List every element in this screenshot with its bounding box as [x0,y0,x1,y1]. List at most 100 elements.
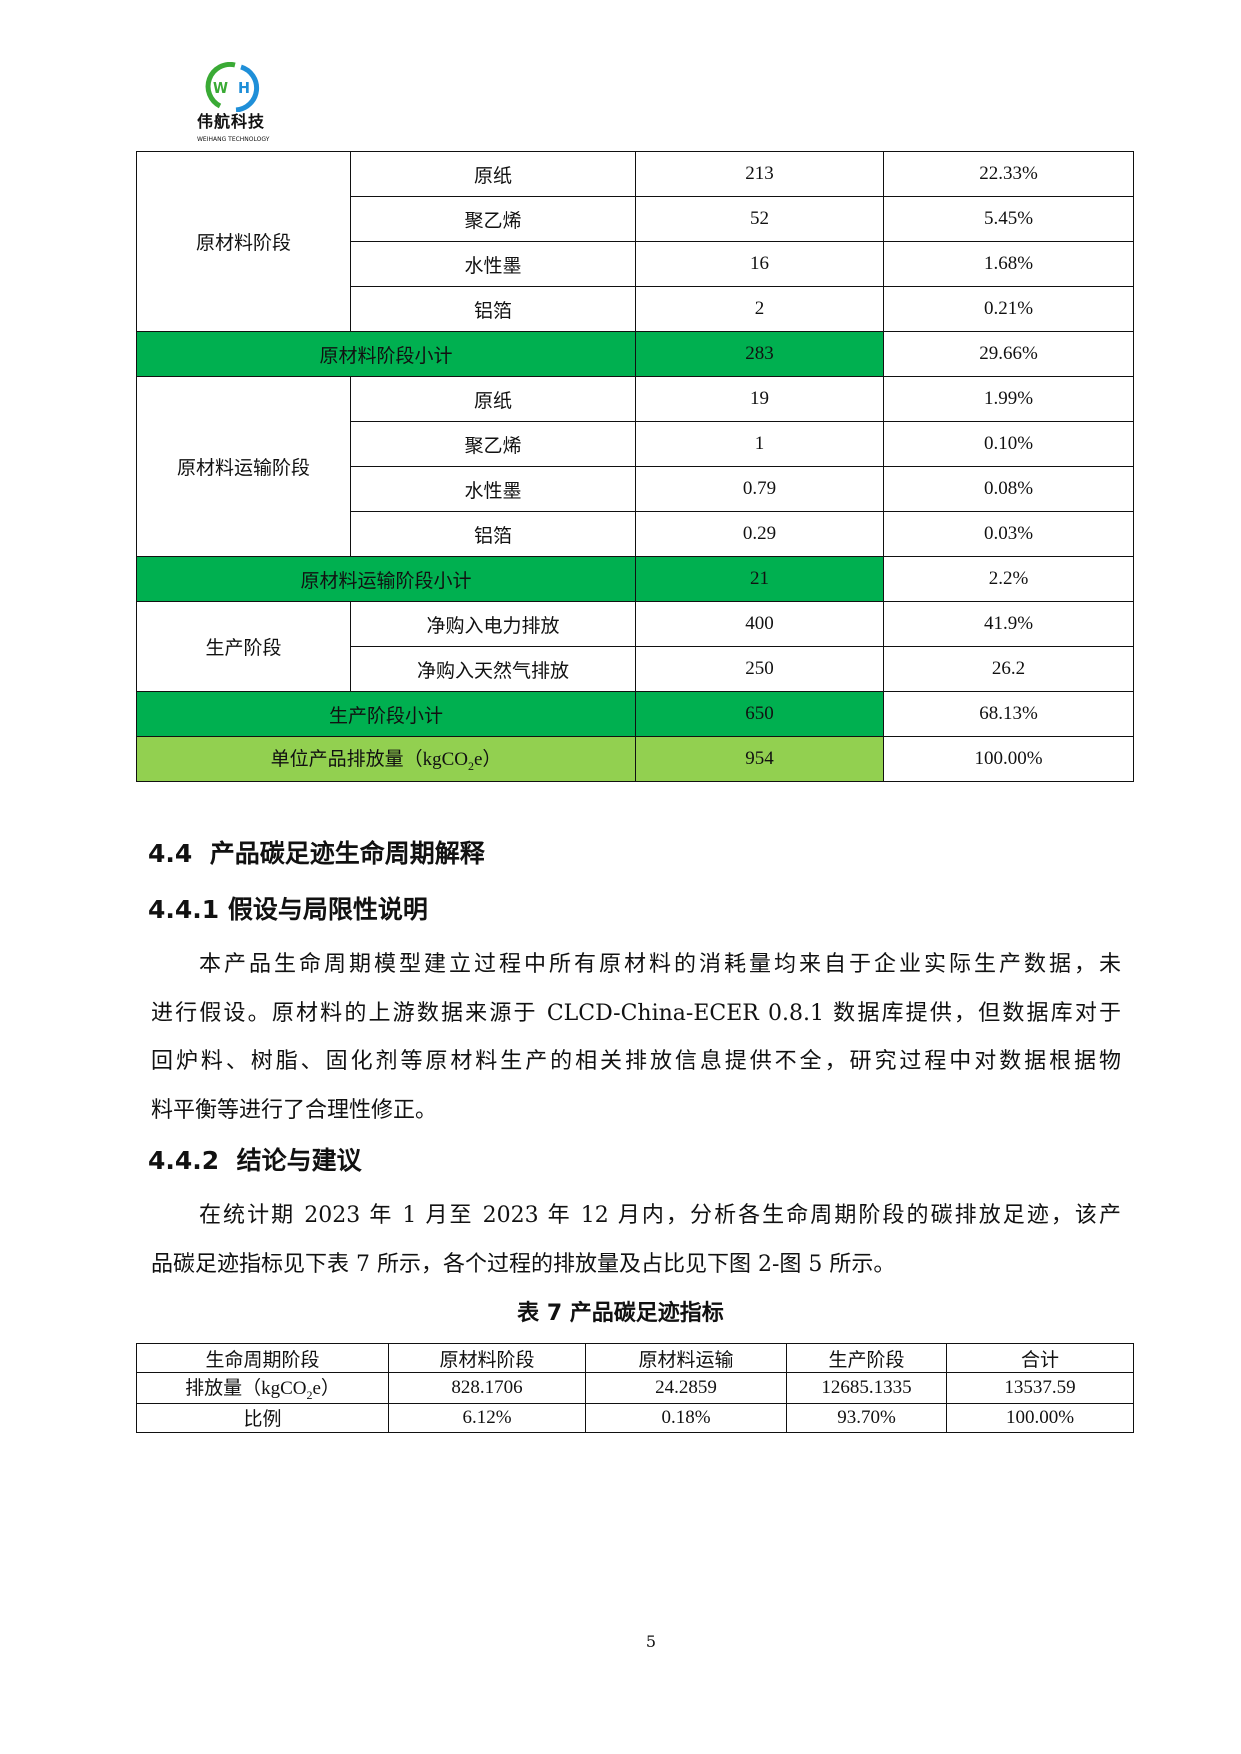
value-cell: 19 [635,376,884,422]
table-row: 铝箔 2 0.21% [137,286,1134,332]
subtotal-value: 21 [635,556,884,602]
stage-cell: 生产阶段 [136,601,351,692]
percent-cell: 5.45% [883,196,1134,242]
logo-emblem-icon: W H [205,61,260,113]
total-percent: 100.00% [883,736,1134,782]
total-label: 单位产品排放量（kgCO2e） [136,736,636,782]
svg-text:H: H [238,79,250,97]
item-cell: 铝箔 [350,286,636,332]
subtotal-value: 650 [635,691,884,737]
value-cell: 400 [635,601,884,647]
header-cell: 原材料运输 [585,1343,787,1373]
table-cell: 24.2859 [585,1372,787,1404]
table-header-row: 生命周期阶段 原材料阶段 原材料运输 生产阶段 合计 [136,1343,1134,1373]
item-cell: 水性墨 [350,466,636,512]
table-cell: 12685.1335 [786,1372,947,1404]
percent-cell: 1.99% [883,376,1134,422]
subtotal-label: 生产阶段小计 [136,691,636,737]
subscript: 2 [467,758,474,773]
company-logo: W H 伟航科技 WEIHANG TECHNOLOGY [197,61,280,148]
table-cell: 93.70% [786,1402,947,1433]
item-cell: 水性墨 [350,241,636,287]
value-cell: 52 [635,196,884,242]
table-cell: 100.00% [946,1402,1134,1433]
table-row: 聚乙烯 1 0.10% [137,421,1134,467]
subtotal-label: 原材料阶段小计 [136,331,636,377]
paragraph-line: 本产品生命周期模型建立过程中所有原材料的消耗量均来自于企业实际生产数据，未 [199,952,1121,977]
label-text: 单位产品排放量（kgCO [270,749,468,771]
logo-text: 伟航科技 [197,112,266,131]
value-cell: 16 [635,241,884,287]
table-cell: 828.1706 [388,1372,586,1404]
subtotal-value: 283 [635,331,884,377]
paragraph-line: 品碳足迹指标见下表 7 所示，各个过程的排放量及占比见下图 2-图 5 所示。 [151,1251,896,1277]
subtotal-percent: 2.2% [883,556,1134,602]
value-cell: 1 [635,421,884,467]
header-cell: 生产阶段 [786,1343,947,1373]
table-row: 排放量（kgCO2e） 828.1706 24.2859 12685.1335 … [136,1372,1134,1404]
table-row: 聚乙烯 52 5.45% [137,196,1134,242]
subscript: 2 [306,1387,313,1402]
value-cell: 250 [635,646,884,692]
percent-cell: 0.03% [883,511,1134,557]
table-cell: 6.12% [388,1402,586,1433]
paragraph-line: 回炉料、树脂、固化剂等原材料生产的相关排放信息提供不全，研究过程中对数据根据物 [151,1049,1121,1074]
table-row: 生产阶段 净购入电力排放 400 41.9% [136,601,1134,692]
percent-cell: 0.21% [883,286,1134,332]
paragraph-line: 料平衡等进行了合理性修正。 [151,1097,438,1123]
item-cell: 原纸 [350,376,636,422]
item-cell: 原纸 [350,151,636,197]
section-heading-4-4-2: 4.4.2 结论与建议 [148,1146,362,1175]
table-cell: 13537.59 [946,1372,1134,1404]
row-label: 排放量（kgCO2e） [136,1372,389,1404]
item-cell: 净购入天然气排放 [350,646,636,692]
section-heading-4-4: 4.4 产品碳足迹生命周期解释 [148,839,485,868]
value-cell: 2 [635,286,884,332]
subtotal-percent: 68.13% [883,691,1134,737]
total-row: 单位产品排放量（kgCO2e） 954 100.00% [136,736,1134,782]
subtotal-row: 原材料运输阶段小计 21 2.2% [136,556,1134,602]
value-cell: 213 [635,151,884,197]
percent-cell: 0.08% [883,466,1134,512]
label-text: e） [473,749,502,771]
percent-cell: 1.68% [883,241,1134,287]
table-row: 净购入天然气排放 250 26.2 [137,646,1134,692]
paragraph-line: 在统计期 2023 年 1 月至 2023 年 12 月内，分析各生命周期阶段的… [199,1203,1121,1228]
logo-subtext: WEIHANG TECHNOLOGY [197,136,270,143]
svg-text:W: W [213,79,228,97]
subtotal-percent: 29.66% [883,331,1134,377]
subtotal-row: 原材料阶段小计 283 29.66% [136,331,1134,377]
header-cell: 原材料阶段 [388,1343,586,1373]
percent-cell: 41.9% [883,601,1134,647]
table-row: 铝箔 0.29 0.03% [137,511,1134,557]
subtotal-label: 原材料运输阶段小计 [136,556,636,602]
table-row: 原材料运输阶段 原纸 19 1.99% [136,376,1134,557]
page-number: 5 [645,1632,657,1651]
subtotal-row: 生产阶段小计 650 68.13% [136,691,1134,737]
value-cell: 0.29 [635,511,884,557]
stage-cell: 原材料运输阶段 [136,376,351,557]
header-cell: 生命周期阶段 [136,1343,389,1373]
item-cell: 铝箔 [350,511,636,557]
value-cell: 0.79 [635,466,884,512]
table-row: 比例 6.12% 0.18% 93.70% 100.00% [136,1402,1134,1433]
emission-breakdown-table: 原材料阶段 原纸 213 22.33% 聚乙烯 52 5.45% 水性墨 16 1.68% 铝箔 2 0… [136,151,1134,782]
label-text: 排放量（kgCO [185,1378,307,1399]
row-label: 比例 [136,1402,389,1433]
table-row: 原材料阶段 原纸 213 22.33% [136,151,1134,332]
label-text: e） [312,1378,340,1399]
item-cell: 净购入电力排放 [350,601,636,647]
table-row: 水性墨 16 1.68% [137,241,1134,287]
stage-cell: 原材料阶段 [136,151,351,332]
table-cell: 0.18% [585,1402,787,1433]
total-value: 954 [635,736,884,782]
item-cell: 聚乙烯 [350,196,636,242]
carbon-footprint-index-table: 生命周期阶段 原材料阶段 原材料运输 生产阶段 合计 排放量（kgCO2e） 8… [136,1343,1134,1433]
item-cell: 聚乙烯 [350,421,636,467]
paragraph-line: 进行假设。原材料的上游数据来源于 CLCD-China-ECER 0.8.1 数… [151,1000,1121,1026]
percent-cell: 26.2 [883,646,1134,692]
percent-cell: 0.10% [883,421,1134,467]
section-heading-4-4-1: 4.4.1 假设与局限性说明 [148,895,428,924]
header-cell: 合计 [946,1343,1134,1373]
